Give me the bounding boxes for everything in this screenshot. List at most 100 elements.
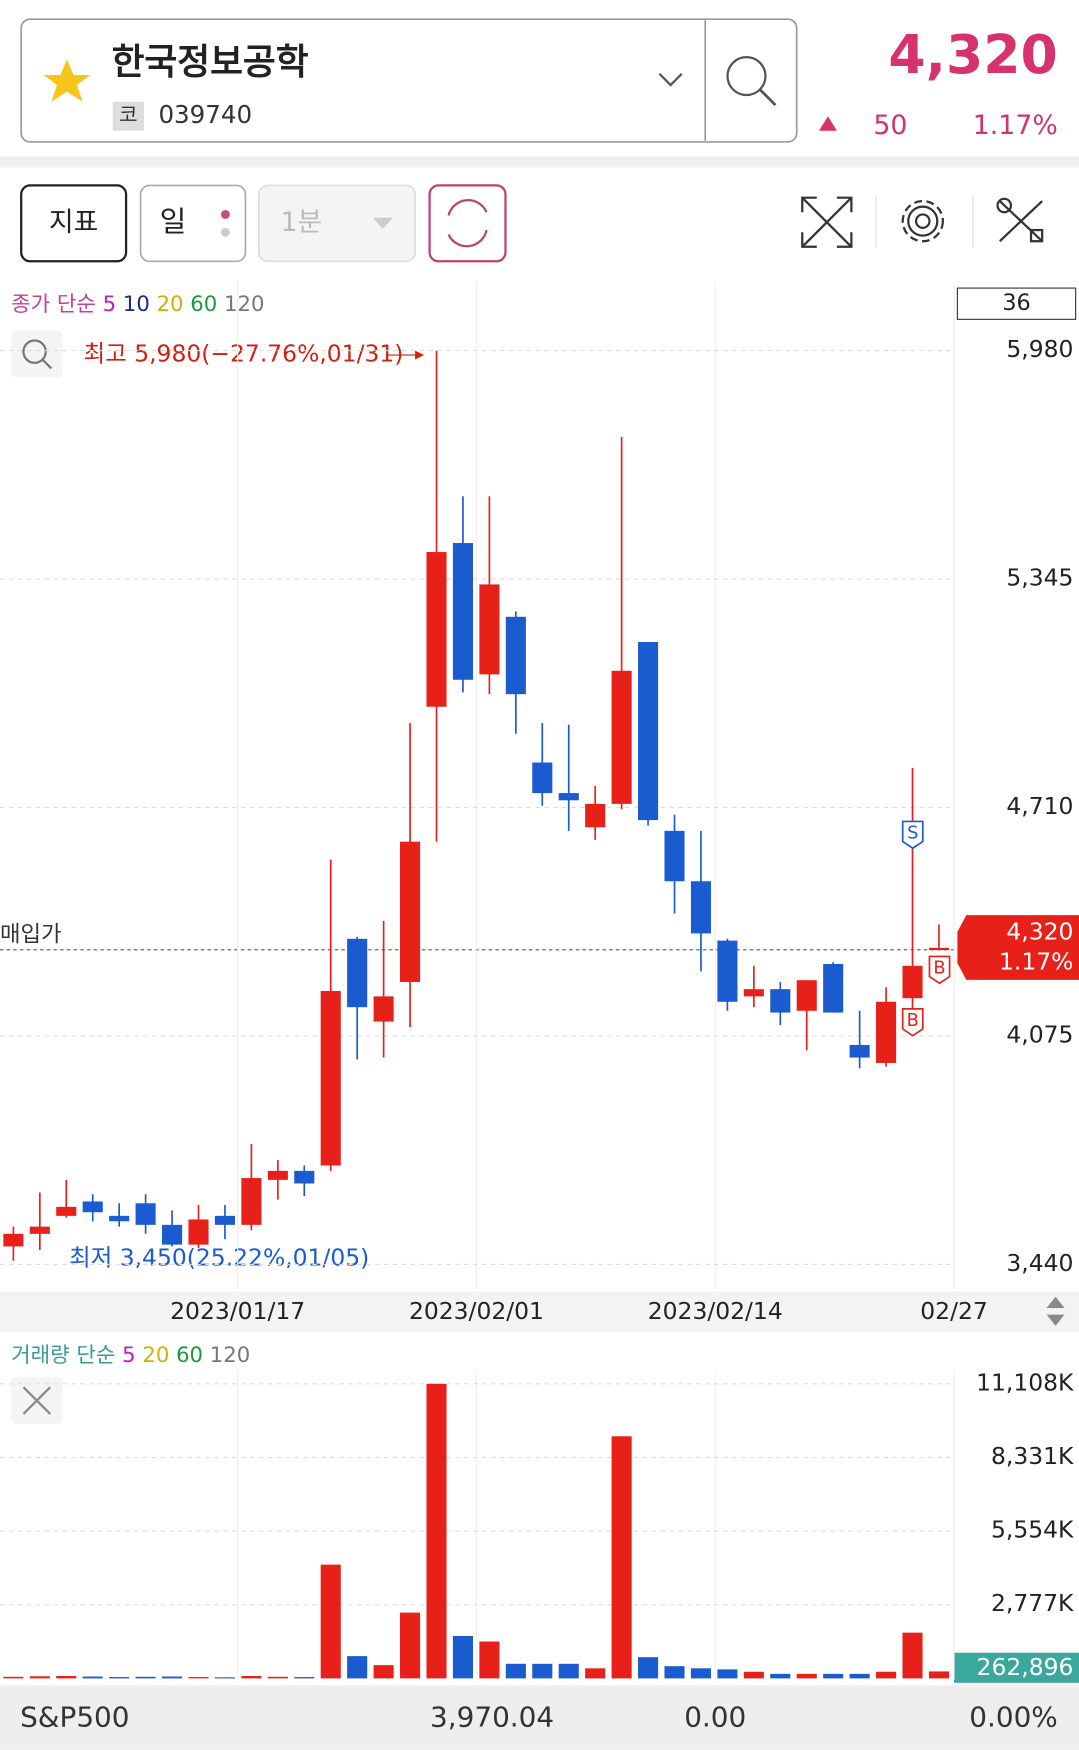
tools-icon[interactable] <box>996 197 1044 243</box>
volume-bar <box>426 1383 447 1679</box>
expand-icon[interactable] <box>801 196 853 248</box>
candle-body <box>135 1203 156 1225</box>
index-name: S&P500 <box>20 1701 129 1734</box>
signal-label: S <box>907 823 918 844</box>
plot-layer: 2023/01/17 2023/02/01 2023/02/14 02/27 3,440… <box>0 281 1074 1680</box>
refresh-button[interactable] <box>428 184 507 263</box>
dropdown-arrow[interactable] <box>658 73 683 87</box>
period-button[interactable] <box>139 184 247 263</box>
volume-bar <box>188 1677 209 1679</box>
y-tick-label: 2,777K <box>991 1589 1074 1617</box>
volume-bar <box>29 1676 50 1679</box>
candle-body <box>29 1226 50 1234</box>
x-tick-label: 2023/02/14 <box>648 1297 783 1325</box>
y-tick-label: 11,108K <box>976 1368 1074 1396</box>
volume-bar <box>638 1657 659 1679</box>
period-dot <box>220 227 230 237</box>
candle-body <box>505 616 526 695</box>
legend-period: 60 <box>176 1342 203 1367</box>
stock-selector[interactable] <box>20 18 798 143</box>
candle-body <box>849 1044 870 1058</box>
candle-body <box>717 940 738 1002</box>
scroll-up[interactable] <box>1046 1296 1065 1308</box>
current-price-tag-value: 4,320 <box>1006 918 1073 946</box>
current-volume-label: 262,896 <box>977 1653 1074 1681</box>
interval-arrow <box>372 217 393 229</box>
zoom-icon <box>22 339 47 364</box>
count-box <box>956 287 1077 320</box>
interval-label: 1분 <box>280 207 322 238</box>
volume-bar <box>611 1436 632 1679</box>
refresh-icon <box>447 199 488 248</box>
volume-bar <box>717 1669 738 1679</box>
volume-bar <box>135 1676 156 1679</box>
legend-period: 60 <box>190 291 217 316</box>
volume-bar <box>664 1666 685 1679</box>
candle-body <box>770 989 791 1013</box>
favorite-star[interactable] <box>43 59 91 102</box>
stock-code: 039740 <box>158 100 252 129</box>
search-icon[interactable] <box>726 55 767 97</box>
indicator-button[interactable] <box>20 184 128 263</box>
candle-body <box>585 803 606 828</box>
candle-body <box>823 964 844 1013</box>
candle-body <box>267 1170 288 1180</box>
index-change: 0.00 <box>684 1701 746 1734</box>
volume-bar <box>214 1677 235 1679</box>
y-tick-label: 8,331K <box>991 1442 1074 1470</box>
legend-period: 120 <box>224 291 264 316</box>
candle-body <box>876 1001 897 1063</box>
legend-period: 20 <box>142 1342 169 1367</box>
scroll-down[interactable] <box>1046 1314 1065 1326</box>
x-tick-label: 2023/02/01 <box>409 1297 544 1325</box>
candle-body <box>82 1201 103 1213</box>
index-change-pct: 0.00% <box>969 1701 1058 1734</box>
period-dot <box>220 209 230 219</box>
candle-body <box>320 990 341 1166</box>
count-label: 36 <box>1002 290 1030 316</box>
volume-legend: 거래량 단순 5 20 60 120 <box>11 1342 250 1367</box>
volume-bar <box>109 1677 130 1679</box>
volume-bar <box>56 1676 77 1679</box>
index-value: 3,970.04 <box>430 1701 554 1734</box>
zoom-handle <box>41 358 53 370</box>
high-arrowhead <box>415 350 425 360</box>
volume-bar <box>294 1677 315 1679</box>
price-change: 50 <box>873 110 907 141</box>
legend-period: 120 <box>210 1342 250 1367</box>
zoom-button[interactable] <box>11 330 63 378</box>
candle-body <box>426 552 447 707</box>
price-legend: 종가 단순 5 10 20 60 120 <box>11 291 264 316</box>
purchase-label: 매입가 <box>0 922 62 948</box>
x-tick-label: 2023/01/17 <box>170 1297 305 1325</box>
y-tick-label: 3,440 <box>1006 1249 1073 1277</box>
candle-body <box>902 965 923 999</box>
candle-body <box>400 841 421 982</box>
volume-bar <box>902 1632 923 1679</box>
candle-body <box>611 670 632 804</box>
close-icon <box>22 1386 52 1415</box>
volume-bar <box>928 1671 950 1679</box>
y-tick-label: 5,554K <box>991 1516 1074 1544</box>
current-price-tag-pct: 1.17% <box>999 948 1073 976</box>
candle-body <box>241 1178 262 1225</box>
volume-bar <box>400 1612 421 1679</box>
candle-body <box>638 641 659 821</box>
y-tick-label: 5,345 <box>1006 564 1073 592</box>
date-axis-band <box>0 1291 1079 1332</box>
interval-button[interactable] <box>258 184 416 263</box>
volume-bar <box>823 1673 844 1679</box>
candle-body <box>928 947 950 951</box>
volume-bar <box>690 1668 712 1679</box>
settings-icon[interactable] <box>901 199 944 243</box>
candle-body <box>3 1233 24 1247</box>
candle-body <box>796 980 817 1011</box>
search-handle <box>758 88 777 107</box>
candle-body <box>56 1206 77 1216</box>
volume-bar <box>82 1676 103 1679</box>
volume-bar <box>452 1635 473 1679</box>
price-change-pct: 1.17% <box>973 110 1058 141</box>
signal-label: B <box>907 1010 919 1031</box>
legend-period: 10 <box>123 291 150 316</box>
